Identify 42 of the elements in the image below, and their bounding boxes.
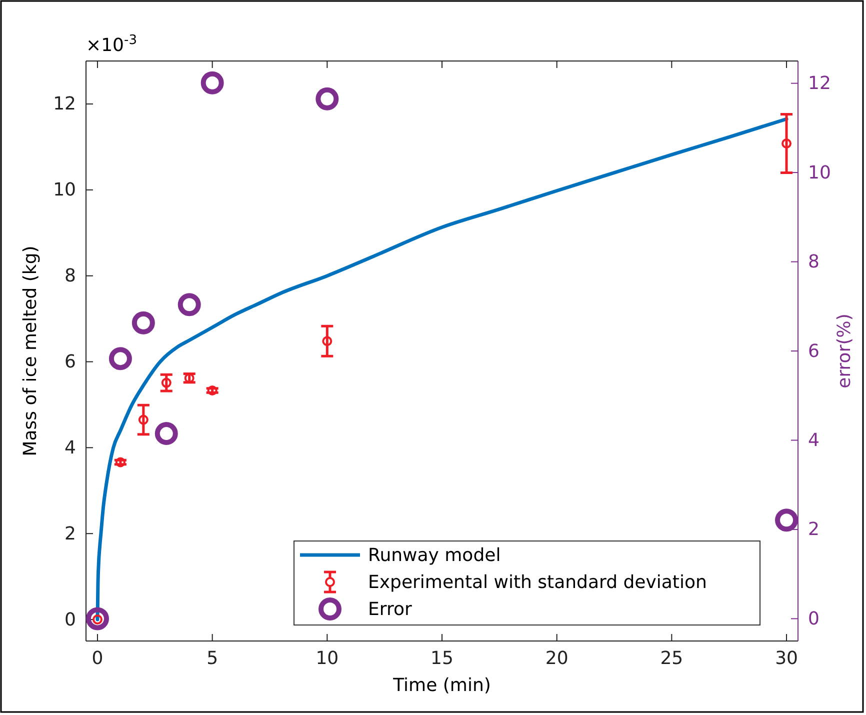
legend-label: Experimental with standard deviation: [368, 572, 707, 593]
y-tick-label: 10: [53, 180, 76, 201]
y-tick-label: 12: [53, 94, 76, 115]
point: [108, 347, 132, 370]
y2-axis-title: error(%): [834, 314, 855, 388]
x-tick-label: 15: [430, 648, 454, 669]
x-tick-label: 10: [316, 648, 339, 669]
point: [154, 422, 178, 446]
y-tick-label: 4: [64, 437, 76, 458]
y2-tick-label: 12: [808, 73, 831, 94]
point: [782, 138, 792, 148]
x-tick-label: 0: [92, 648, 104, 669]
line-series: [96, 117, 788, 622]
y-tick-label: 6: [64, 352, 76, 372]
point: [200, 71, 224, 94]
point: [207, 386, 218, 396]
point: [322, 336, 332, 346]
x-tick-label: 5: [206, 648, 218, 669]
y2-tick-label: 2: [808, 519, 820, 540]
point: [86, 607, 109, 630]
y2-tick-label: 6: [808, 340, 820, 362]
point: [775, 508, 798, 532]
x-tick-label: 30: [775, 648, 798, 669]
y2-tick-label: 10: [808, 162, 831, 184]
point: [132, 311, 155, 334]
point: [115, 457, 126, 468]
point: [178, 293, 201, 316]
point: [316, 87, 339, 110]
point: [138, 414, 148, 425]
y2-tick-label: 0: [808, 608, 820, 630]
text: ×10$^{-3}$: [86, 32, 137, 56]
y2-tick-label: 8: [808, 252, 820, 273]
legend-label: Error: [368, 599, 412, 620]
y-tick-label: 2: [64, 523, 76, 544]
legend-label: Runway model: [368, 545, 501, 566]
y-axis-title: Mass of ice melted (kg): [20, 246, 41, 456]
y-tick-label: 0: [64, 609, 76, 630]
y-tick-label: 8: [64, 266, 76, 287]
y2-tick-label: 4: [808, 430, 820, 451]
x-axis-title: Time (min): [392, 675, 491, 696]
x-tick-label: 20: [545, 648, 568, 669]
x-tick-label: 25: [660, 648, 684, 669]
